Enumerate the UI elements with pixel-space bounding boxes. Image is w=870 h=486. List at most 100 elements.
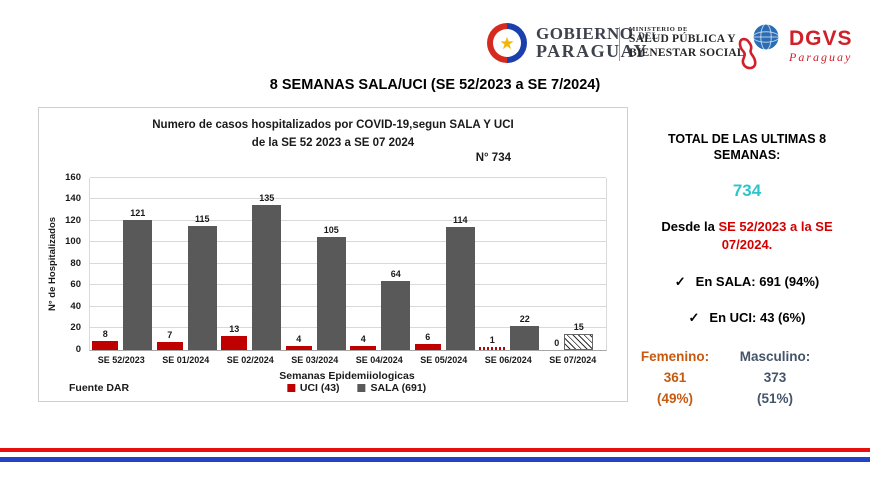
x-tick-label: SE 07/2024: [549, 355, 597, 365]
y-tick-label: 80: [70, 258, 81, 269]
sala-bar-3: [316, 237, 346, 350]
x-axis-title: Semanas Epidemiiologicas: [279, 370, 415, 382]
bar-group-3: 4 105: [284, 178, 349, 350]
total-label: TOTAL DE LAS ULTIMAS 8 SEMANAS:: [632, 131, 862, 164]
header-divider: [619, 27, 620, 61]
sala-legend-swatch: [357, 384, 366, 392]
sala-summary: ✓ En SALA: 691 (94%): [632, 274, 862, 290]
bar-group-6: 1 22: [477, 178, 542, 350]
bar-value-label: 15: [573, 322, 584, 332]
y-tick-label: 20: [70, 322, 81, 333]
bar-value-label: 13: [229, 324, 240, 334]
gobierno-logo-text: GOBIERNO DEL PARAGUAY: [536, 25, 658, 61]
male-stats: Masculino: 373 (51%): [722, 347, 828, 410]
bar-group-4: 4 64: [348, 178, 413, 350]
x-tick-label: SE 01/2024: [162, 355, 210, 365]
gridline: [90, 198, 606, 199]
bar-value-label: 64: [390, 269, 401, 279]
gender-breakdown: Femenino: 361 (49%) Masculino: 373 (51%): [632, 347, 862, 410]
bar-value-label: 4: [296, 334, 302, 344]
legend-item-sala: SALA (691): [357, 382, 427, 394]
uci-bar-4: [350, 346, 377, 350]
bar-groups: 8 121 7 115 13 135 4 105 4 64 6 114 1 22 0 15: [90, 178, 606, 350]
x-tick-label: SE 52/2023: [97, 355, 145, 365]
y-tick-label: 100: [65, 236, 81, 247]
total-label-line2: SEMANAS:: [713, 148, 781, 163]
y-tick-label: 140: [65, 193, 81, 204]
uci-legend-label: UCI (43): [299, 382, 340, 394]
sala-bar-4: [381, 281, 411, 350]
bar-group-7: 0 15: [542, 178, 607, 350]
chart-title-line2: de la SE 52 2023 a SE 07 2024: [251, 136, 415, 149]
uci-bar-5: [414, 344, 441, 350]
flag-stripe-blue: [0, 457, 870, 462]
x-tick-label: SE 05/2024: [420, 355, 468, 365]
sala-bar-7: [564, 334, 594, 350]
bar-group-0: 8 121: [90, 178, 155, 350]
uci-bar-6: [479, 347, 506, 350]
bar-value-label: 135: [259, 193, 275, 203]
female-percent: (49%): [656, 390, 693, 406]
ministry-small-line: MINISTERIO DE: [629, 26, 688, 33]
gridline: [90, 306, 606, 307]
y-tick-label: 60: [70, 279, 81, 290]
sala-summary-text: En SALA: 691 (94%): [695, 273, 820, 289]
y-tick-label: 0: [75, 344, 81, 355]
sala-bar-2: [252, 205, 282, 350]
total-label-line1: TOTAL DE LAS ULTIMAS 8: [667, 132, 827, 146]
chart-legend: UCI (43) SALA (691): [286, 382, 427, 394]
dgvs-logo: DGVS Paraguay: [735, 20, 853, 72]
gridline: [90, 263, 606, 264]
chart-container: Numero de casos hospitalizados por COVID…: [38, 107, 628, 402]
x-tick-label: SE 04/2024: [355, 355, 403, 365]
total-value: 734: [732, 180, 762, 200]
y-tick-label: 40: [70, 301, 81, 312]
chart-title: Numero de casos hospitalizados por COVID…: [39, 117, 627, 153]
sala-legend-label: SALA (691): [370, 382, 427, 394]
bar-value-label: 4: [360, 334, 366, 344]
female-value: 361: [663, 369, 687, 385]
dgvs-globe-map-icon: [738, 23, 780, 70]
bar-value-label: 115: [194, 214, 210, 224]
sala-bar-0: [123, 220, 153, 350]
bar-value-label: 1: [489, 335, 495, 345]
dgvs-wordmark: DGVS: [789, 27, 853, 50]
bar-value-label: 6: [425, 332, 431, 342]
star-icon: ★: [499, 33, 515, 53]
bar-value-label: 114: [452, 215, 468, 225]
source-note: Fuente DAR: [69, 382, 130, 394]
legend-item-uci: UCI (43): [286, 382, 340, 394]
female-stats: Femenino: 361 (49%): [632, 347, 718, 410]
paraguay-word: PARAGUAY: [536, 41, 649, 62]
y-tick-label: 160: [65, 172, 81, 183]
sala-bar-5: [445, 227, 475, 350]
ministry-line1: SALUD PÚBLICA Y: [629, 33, 736, 46]
sala-bar-6: [510, 326, 540, 350]
del-word: DEL: [638, 31, 659, 42]
gobierno-word: GOBIERNO: [536, 24, 634, 44]
male-label: Masculino:: [739, 348, 811, 364]
date-range-prefix: Desde la: [661, 218, 719, 234]
ministry-line2: BIENESTAR SOCIAL: [629, 46, 745, 59]
page-title: 8 SEMANAS SALA/UCI (SE 52/2023 a SE 7/20…: [269, 77, 601, 93]
sala-bar-1: [187, 226, 217, 350]
check-icon: ✓: [674, 273, 686, 289]
check-icon: ✓: [688, 309, 700, 325]
y-axis-ticks: 0 20 40 60 80 100 120 140 160: [57, 172, 85, 355]
gobierno-paraguay-logo: ★ GOBIERNO DEL PARAGUAY: [487, 23, 658, 63]
dgvs-paraguay-script: Paraguay: [789, 50, 853, 64]
male-percent: (51%): [756, 390, 793, 406]
x-tick-label: SE 02/2024: [226, 355, 274, 365]
male-value: 373: [763, 369, 787, 385]
uci-summary-text: En UCI: 43 (6%): [709, 309, 806, 325]
gridline: [90, 327, 606, 328]
bar-value-label: 105: [323, 225, 339, 235]
gridline: [90, 241, 606, 242]
bar-group-2: 13 135: [219, 178, 284, 350]
paraguay-emblem-icon: ★: [487, 23, 527, 63]
gridline: [90, 220, 606, 221]
bar-group-1: 7 115: [155, 178, 220, 350]
bar-value-label: 121: [130, 208, 146, 218]
female-label: Femenino:: [640, 348, 710, 364]
